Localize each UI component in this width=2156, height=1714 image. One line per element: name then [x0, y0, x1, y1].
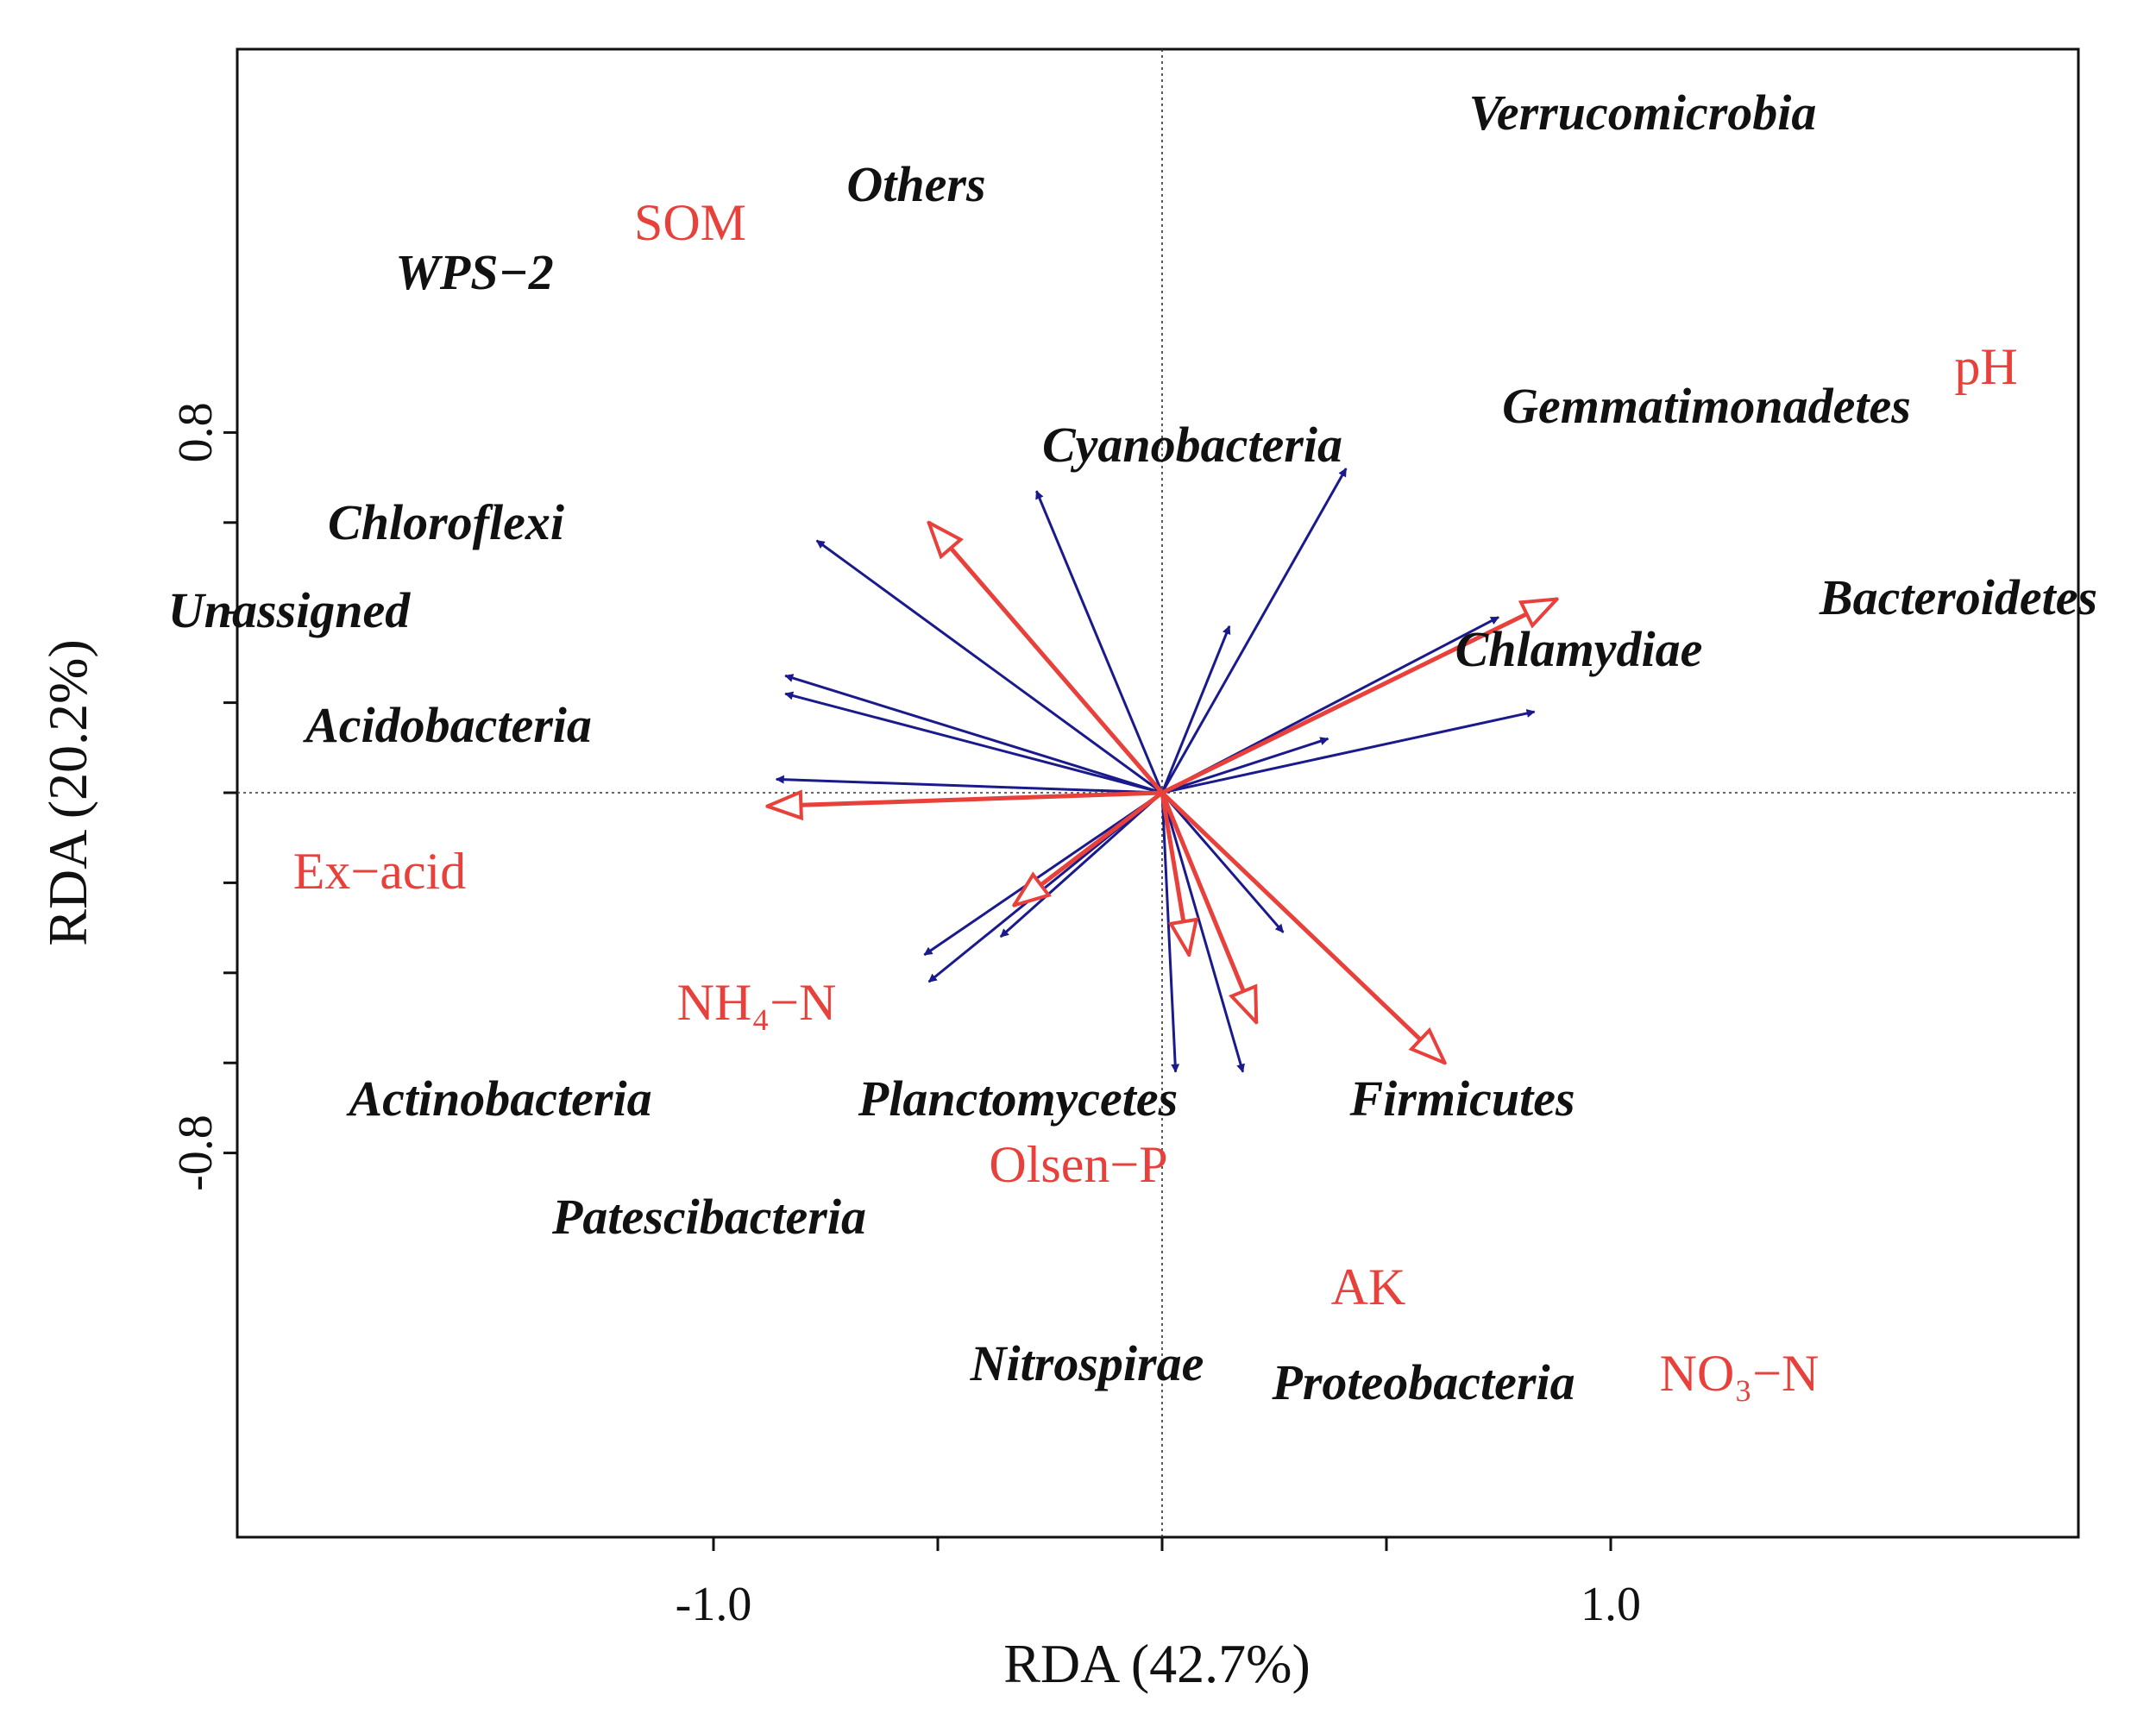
y-axis-ticks: -0.8 0.8: [169, 402, 237, 1191]
environment-arrows: [767, 523, 1556, 1063]
environment-label-som: SOM: [634, 194, 746, 251]
environment-label-ak: AK: [1331, 1259, 1406, 1315]
y-axis-label: RDA (20.2%): [37, 639, 98, 946]
environment-label-nh4-n: NH₄−N: [677, 974, 837, 1031]
x-axis-label: RDA (42.7%): [1003, 1633, 1311, 1694]
species-arrow-verrucomicrobia: [1160, 468, 1348, 794]
species-label-planctomycetes: Planctomycetes: [858, 1070, 1178, 1127]
x-axis-ticks: -1.0 1.0: [676, 1537, 1641, 1631]
environment-labels: SOM pH Ex−acid NH₄−N Olsen−P AK NO₃−N: [293, 194, 2018, 1402]
environment-label-ph: pH: [1954, 338, 2017, 395]
species-label-chloroflexi: Chloroflexi: [328, 494, 564, 550]
species-arrow-actinobacteria: [923, 791, 1163, 957]
environment-arrow-olsen-p: [1160, 792, 1189, 955]
environment-arrow-som: [929, 523, 1164, 794]
species-arrow-others: [1035, 490, 1164, 794]
environment-arrow-ex-acid: [767, 793, 1163, 807]
x-tick-label: 1.0: [1581, 1578, 1641, 1631]
species-label-nitrospirae: Nitrospirae: [970, 1335, 1204, 1391]
species-label-acidobacteria: Acidobacteria: [303, 697, 592, 753]
y-tick-label: 0.8: [169, 402, 223, 462]
species-label-cyanobacteria: Cyanobacteria: [1042, 417, 1342, 473]
species-arrows: [775, 468, 1536, 1073]
species-arrow-cyanobacteria: [1160, 625, 1231, 794]
x-tick-label: -1.0: [676, 1578, 752, 1631]
environment-arrow-no3-n: [1160, 791, 1445, 1063]
species-label-verrucomicrobia: Verrucomicrobia: [1469, 85, 1817, 141]
species-label-firmicutes: Firmicutes: [1348, 1070, 1575, 1127]
species-label-bacteroidetes: Bacteroidetes: [1819, 569, 2097, 625]
species-arrow-bacteroidetes: [1161, 709, 1536, 794]
species-label-chlamydiae: Chlamydiae: [1455, 621, 1703, 677]
species-labels: Verrucomicrobia Others WPS−2 Cyanobacteria G…: [168, 85, 2097, 1410]
species-arrow-firmicutes: [1160, 792, 1285, 933]
species-arrow-unassigned: [784, 691, 1163, 794]
environment-arrow-nh4-n: [1014, 791, 1164, 906]
environment-arrow-ph: [1160, 600, 1557, 795]
species-arrow-planctomycetes: [999, 791, 1163, 939]
species-arrow-chlamydiae: [1161, 737, 1329, 794]
environment-label-no3-n: NO₃−N: [1660, 1345, 1820, 1402]
species-label-actinobacteria: Actinobacteria: [346, 1070, 651, 1127]
species-label-proteobacteria: Proteobacteria: [1271, 1354, 1575, 1410]
species-label-others: Others: [846, 156, 985, 212]
species-label-gemmatimonadetes: Gemmatimonadetes: [1502, 378, 1911, 434]
species-label-wps-2: WPS−2: [395, 244, 553, 300]
environment-label-ex-acid: Ex−acid: [293, 843, 466, 900]
species-label-unassigned: Unassigned: [168, 582, 411, 638]
species-arrow-chloroflexi: [784, 674, 1163, 794]
environment-arrow-ak: [1160, 792, 1259, 1022]
species-label-patescibacteria: Patescibacteria: [551, 1189, 866, 1245]
y-tick-label: -0.8: [169, 1114, 223, 1191]
species-arrow-wps-2: [815, 539, 1163, 794]
species-arrow-acidobacteria: [775, 775, 1163, 794]
environment-label-olsen-p: Olsen−P: [989, 1136, 1167, 1193]
